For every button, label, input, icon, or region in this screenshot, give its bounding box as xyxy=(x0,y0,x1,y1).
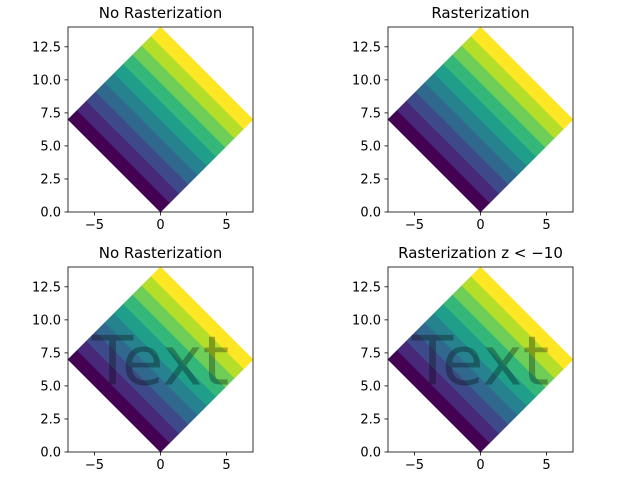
y-tick-label: 12.5 xyxy=(352,40,381,55)
x-tick-label: 0 xyxy=(476,458,484,473)
contour-band-10 xyxy=(150,27,253,130)
y-tick-label: 10.0 xyxy=(352,73,381,88)
y-tick-label: 12.5 xyxy=(352,280,381,295)
y-tick-label: 7.5 xyxy=(360,346,381,361)
y-tick-label: 7.5 xyxy=(360,106,381,121)
subplot-3: Text −5 0 5 0.0 2.5 5.0 7.5 10.0 12.5 No Rasteriza… xyxy=(32,244,254,473)
y-tick-label: 5.0 xyxy=(360,139,381,154)
overlay-text: Text xyxy=(411,323,550,402)
y-tick-label: 2.5 xyxy=(360,412,381,427)
y-tick-label: 12.5 xyxy=(32,280,61,295)
y-tick-label: 12.5 xyxy=(32,40,61,55)
y-tick-label: 10.0 xyxy=(352,313,381,328)
y-tick-label: 5.0 xyxy=(40,379,61,394)
y-tick-label: 2.5 xyxy=(360,172,381,187)
subplot-1: −5 0 5 0.0 2.5 5.0 7.5 10.0 12.5 No Rasterization xyxy=(32,4,254,233)
y-tick-label: 10.0 xyxy=(32,73,61,88)
x-tick-label: −5 xyxy=(405,218,424,233)
plot-area xyxy=(388,27,573,212)
y-tick-label: 0.0 xyxy=(40,206,61,221)
x-tick-label: 5 xyxy=(222,218,230,233)
x-tick-label: 0 xyxy=(476,218,484,233)
overlay-text: Text xyxy=(91,323,230,402)
plot-area xyxy=(68,27,253,212)
subplot-4: Text −5 0 5 0.0 2.5 5.0 7.5 10.0 12.5 Rasterizatio… xyxy=(352,244,574,473)
x-tick-label: 0 xyxy=(156,458,164,473)
y-tick-label: 0.0 xyxy=(40,446,61,461)
y-tick-label: 7.5 xyxy=(40,106,61,121)
y-tick-label: 2.5 xyxy=(40,172,61,187)
x-tick-label: 5 xyxy=(542,218,550,233)
x-tick-label: −5 xyxy=(85,458,104,473)
x-tick-label: 5 xyxy=(222,458,230,473)
x-tick-label: 0 xyxy=(156,218,164,233)
x-tick-label: −5 xyxy=(405,458,424,473)
subplot-title: No Rasterization xyxy=(99,244,223,262)
y-tick-label: 10.0 xyxy=(32,313,61,328)
subplot-title: Rasterization xyxy=(431,4,529,22)
subplot-title: No Rasterization xyxy=(99,4,223,22)
subplot-title: Rasterization z < −10 xyxy=(398,244,563,262)
y-tick-label: 5.0 xyxy=(40,139,61,154)
plot-area: Text xyxy=(388,267,573,452)
contour-band-10 xyxy=(150,267,253,370)
y-tick-label: 0.0 xyxy=(360,446,381,461)
contour-band-10 xyxy=(470,27,573,130)
plot-area: Text xyxy=(68,267,253,452)
contour-band-10 xyxy=(470,267,573,370)
y-tick-label: 2.5 xyxy=(40,412,61,427)
x-tick-label: −5 xyxy=(85,218,104,233)
x-tick-label: 5 xyxy=(542,458,550,473)
y-tick-label: 5.0 xyxy=(360,379,381,394)
y-tick-label: 7.5 xyxy=(40,346,61,361)
subplot-2: −5 0 5 0.0 2.5 5.0 7.5 10.0 12.5 Rasterization xyxy=(352,4,574,233)
y-tick-label: 0.0 xyxy=(360,206,381,221)
